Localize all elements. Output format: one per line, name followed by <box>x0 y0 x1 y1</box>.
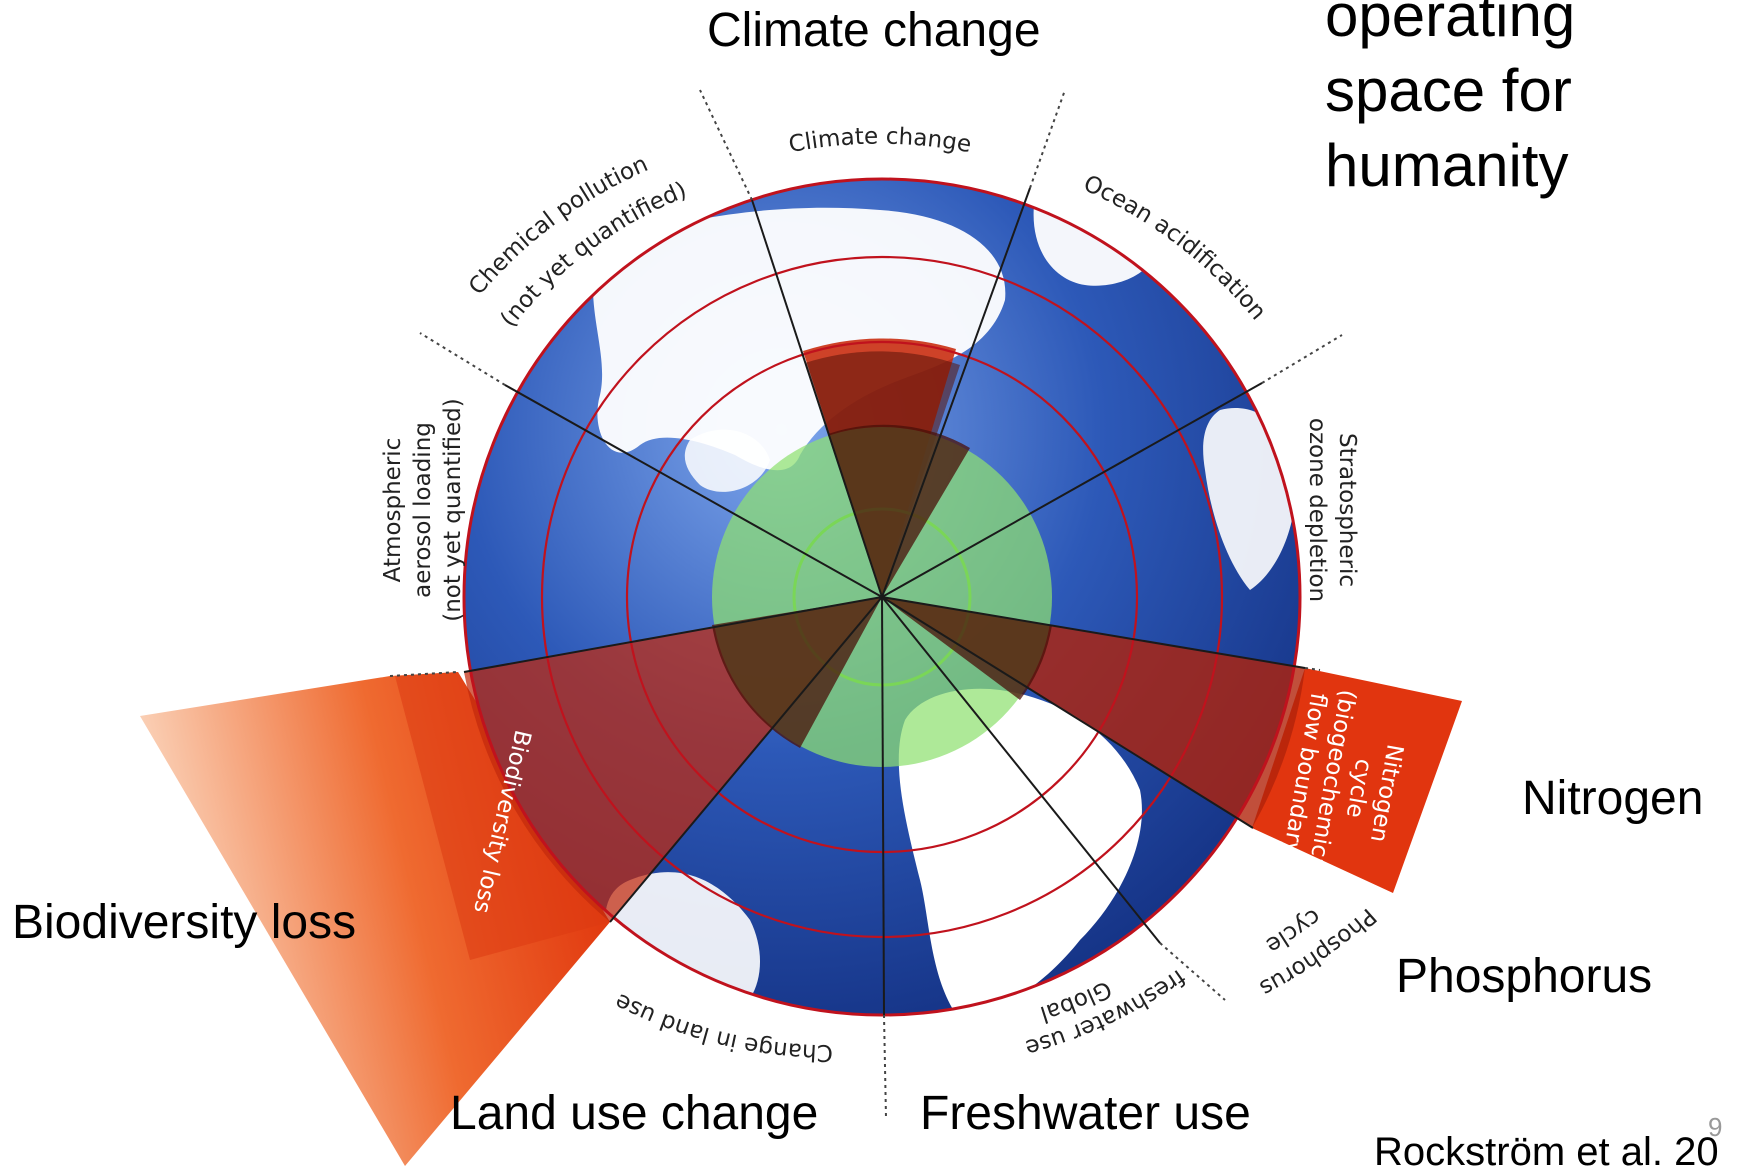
svg-text:aerosol loading: aerosol loading <box>410 422 436 598</box>
label-phosphorus: Phosphorus <box>1396 950 1653 1003</box>
title-line-3: humanity <box>1325 132 1569 199</box>
ring-label-stratospheric: Stratospheric ozone depletion <box>1304 418 1360 602</box>
ring-label-climate-change: Climate change <box>787 124 974 159</box>
nitrogen-cycle-wedge <box>1252 668 1462 893</box>
continents <box>592 179 1296 1015</box>
svg-text:Atmospheric: Atmospheric <box>380 438 406 583</box>
climate-core-overlay <box>828 424 970 597</box>
europe-landmass <box>1203 408 1296 590</box>
citation: Rockström et al. 20 <box>1374 1130 1719 1168</box>
sector-lines <box>463 187 1306 1016</box>
title-line-1: operating <box>1325 0 1576 49</box>
label-climate-change: Climate change <box>707 4 1041 57</box>
caribbean-landmass <box>684 429 770 492</box>
svg-text:ozone depletion: ozone depletion <box>1304 418 1330 602</box>
slide-number: 9 <box>1708 1112 1723 1142</box>
label-freshwater-use: Freshwater use <box>920 1087 1251 1140</box>
biodiversity-loss-wedge-inner <box>395 672 610 960</box>
dotted-lines <box>389 89 1343 1119</box>
ring-label-aerosol: Atmospheric aerosol loading (not yet qua… <box>380 398 466 622</box>
svg-text:(not yet quantified): (not yet quantified) <box>440 398 466 622</box>
south-america-landmass <box>898 688 1142 1015</box>
boundary-rings <box>462 177 1302 1017</box>
label-nitrogen: Nitrogen <box>1522 772 1704 825</box>
svg-text:Stratospheric: Stratospheric <box>1334 433 1360 587</box>
label-land-use-change: Land use change <box>450 1087 819 1140</box>
label-biodiversity-loss: Biodiversity loss <box>12 896 357 949</box>
north-america-landmass <box>592 207 1006 471</box>
slide-title: operating space for humanity <box>1325 0 1742 203</box>
title-line-2: space for <box>1325 57 1572 124</box>
biodiversity-core-overlay <box>712 597 882 748</box>
